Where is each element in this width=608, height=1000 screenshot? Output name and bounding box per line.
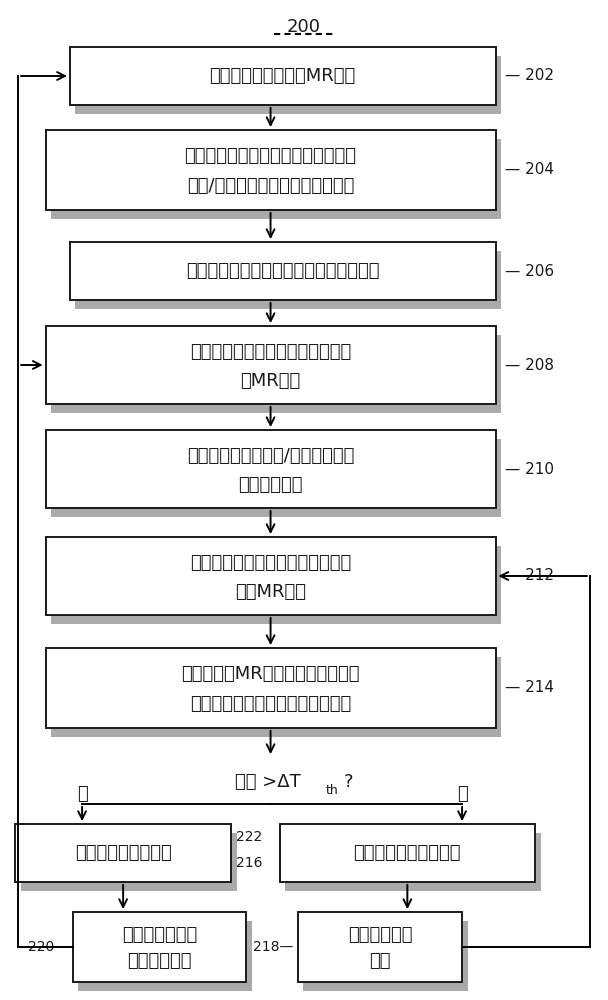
FancyBboxPatch shape [46,130,496,210]
Text: 将热图识别为不准确的: 将热图识别为不准确的 [354,844,461,862]
FancyBboxPatch shape [46,430,496,508]
FancyBboxPatch shape [78,921,252,991]
Text: 治疗相位图像: 治疗相位图像 [238,476,303,494]
Text: 进行比较以确定这两者之间的偏差: 进行比较以确定这两者之间的偏差 [190,695,351,713]
Text: — 210: — 210 [505,462,554,477]
Text: th: th [325,784,338,796]
Text: — 206: — 206 [505,263,554,278]
Text: — 212: — 212 [505,568,554,584]
FancyBboxPatch shape [51,139,501,219]
FancyBboxPatch shape [75,251,501,309]
Text: 置和/或取向，并生成基线相位图像: 置和/或取向，并生成基线相位图像 [187,177,354,195]
Text: 否: 否 [77,785,88,803]
Text: 识别目标组织的位置/取向，并生成: 识别目标组织的位置/取向，并生成 [187,447,354,465]
FancyBboxPatch shape [46,326,496,404]
FancyBboxPatch shape [46,648,496,728]
Text: ?: ? [344,773,353,791]
FancyBboxPatch shape [21,833,237,891]
FancyBboxPatch shape [73,912,246,982]
Text: 始MR数据: 始MR数据 [240,372,301,390]
FancyBboxPatch shape [70,242,496,300]
Text: — 204: — 204 [505,162,554,177]
Text: 将所生成的MR热图与所预测的热图: 将所生成的MR热图与所预测的热图 [181,665,360,683]
Text: 联的MR热图: 联的MR热图 [235,583,306,601]
Text: 个）医疗装置: 个）医疗装置 [127,952,192,970]
Text: 将热图识别为准确的: 将热图识别为准确的 [75,844,171,862]
Text: 热图: 热图 [369,952,391,970]
Text: 200: 200 [287,18,321,36]
FancyBboxPatch shape [51,439,501,517]
Text: 获取医疗程序期间的成像区域的原: 获取医疗程序期间的成像区域的原 [190,343,351,361]
Text: 偏差 >ΔT: 偏差 >ΔT [235,773,300,791]
Text: 218—: 218— [253,940,293,954]
Text: 生成成像区域中的与治疗图像相关: 生成成像区域中的与治疗图像相关 [190,554,351,572]
FancyBboxPatch shape [51,335,501,413]
FancyBboxPatch shape [15,824,231,882]
Text: 216: 216 [236,856,263,870]
Text: 舍弃不准确的: 舍弃不准确的 [348,926,412,944]
FancyBboxPatch shape [303,921,468,991]
Text: 是: 是 [457,785,468,803]
Text: 暂停（一个或多: 暂停（一个或多 [122,926,197,944]
FancyBboxPatch shape [285,833,541,891]
FancyBboxPatch shape [75,56,501,114]
Text: — 202: — 202 [505,68,554,84]
Text: — 208: — 208 [505,358,554,372]
FancyBboxPatch shape [46,537,496,615]
FancyBboxPatch shape [51,657,501,737]
Text: 启动一个或多个医疗装置以执行医疗程序: 启动一个或多个医疗装置以执行医疗程序 [186,262,379,280]
Text: 识别感兴趣区域（例如，目标）的位: 识别感兴趣区域（例如，目标）的位 [185,147,356,165]
FancyBboxPatch shape [51,546,501,624]
FancyBboxPatch shape [280,824,535,882]
Text: — 214: — 214 [505,680,554,696]
Text: 222: 222 [236,830,262,844]
Text: 220—: 220— [28,940,68,954]
FancyBboxPatch shape [70,47,496,105]
Text: 获取成像区域的原始MR数据: 获取成像区域的原始MR数据 [210,67,356,85]
FancyBboxPatch shape [298,912,462,982]
